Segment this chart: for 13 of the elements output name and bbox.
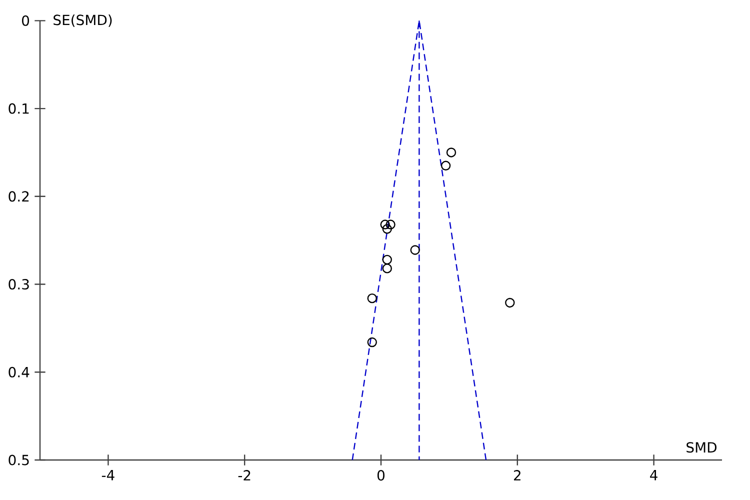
y-tick-label: 0.4 bbox=[8, 366, 30, 378]
y-axis-title: SE(SMD) bbox=[54, 14, 112, 27]
x-tick-label: -4 bbox=[102, 470, 114, 480]
x-axis-title: SMD bbox=[686, 442, 716, 453]
y-tick-label: 0.5 bbox=[8, 454, 29, 466]
x-tick-label: 4 bbox=[650, 470, 658, 480]
y-tick-label: 0 bbox=[22, 15, 30, 26]
y-tick-label: 0.2 bbox=[8, 191, 29, 202]
x-tick-label: 0 bbox=[377, 470, 384, 481]
y-tick-label: 0.1 bbox=[8, 103, 29, 114]
y-tick-label: 0.3 bbox=[8, 278, 29, 290]
x-tick-label: -2 bbox=[238, 470, 250, 480]
x-tick-label: 2 bbox=[514, 470, 520, 480]
